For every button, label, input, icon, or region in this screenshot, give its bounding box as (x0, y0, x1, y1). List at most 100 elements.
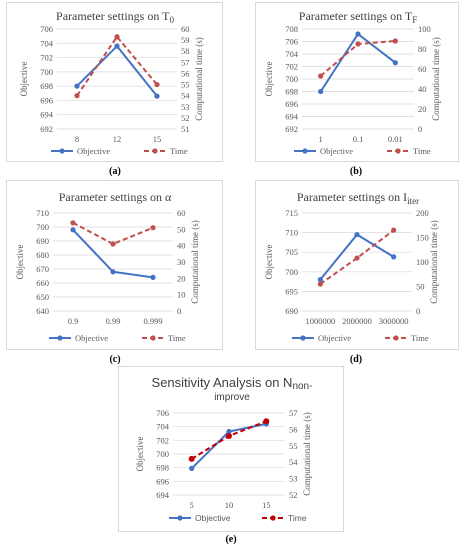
x-tick-label: 8 (75, 134, 79, 144)
chart-panel-d: Parameter settings on Iiter 690 695 700 705 7… (255, 180, 459, 350)
series-point-time (74, 93, 80, 99)
series-point-objective (354, 231, 360, 238)
x-tick-label: 1 (319, 134, 323, 144)
y-tick-label: 660 (36, 278, 49, 288)
y-tick-label: 694 (285, 112, 299, 122)
y2-tick-label: 0 (416, 306, 420, 316)
y2-tick-label: 100 (418, 24, 431, 34)
chart-title-subscript: improve (214, 392, 250, 403)
legend-marker-objective (302, 148, 308, 154)
y-tick-label: 692 (40, 124, 53, 134)
y2-tick-label: 53 (289, 474, 298, 484)
legend-marker-time (152, 148, 158, 154)
y-tick-label: 690 (36, 236, 49, 246)
y-tick-label: 695 (285, 286, 298, 296)
chart-svg-d: Parameter settings on Iiter 690 695 700 705 7… (264, 190, 439, 343)
y2-tick-label: 40 (418, 84, 427, 94)
y2-tick-label: 50 (416, 282, 425, 292)
x-tick-label: 15 (262, 500, 271, 510)
x-tick-label: 0.1 (353, 134, 364, 144)
y-tick-label: 650 (36, 292, 49, 302)
x-tick-label: 0.9 (68, 316, 79, 326)
series-point-time (154, 81, 160, 88)
y-tick-label: 680 (36, 250, 49, 260)
y2-tick-label: 50 (177, 224, 186, 234)
legend-label-time: Time (413, 146, 431, 156)
series-point-objective (226, 428, 232, 435)
y2-tick-label: 100 (416, 257, 429, 267)
legend-marker-time (150, 335, 156, 341)
chart-svg-e: Sensitivity Analysis on Nnon-improve 694 6… (135, 375, 313, 523)
y2-tick-label: 40 (177, 241, 186, 251)
y-tick-label: 704 (285, 49, 299, 59)
y2-tick-label: 53 (181, 102, 190, 112)
y-tick-label: 704 (40, 38, 54, 48)
x-tick-label: 15 (153, 134, 162, 144)
y-tick-label: 705 (285, 247, 298, 257)
y-tick-label: 696 (285, 99, 298, 109)
series-point-objective (355, 31, 361, 37)
y-tick-label: 640 (36, 306, 49, 316)
chart-panel-a: Parameter settings on T0 692 694 696 698 700 7… (6, 2, 223, 162)
y2-tick-label: 55 (181, 80, 190, 90)
series-point-objective (318, 88, 324, 95)
legend-marker-time (270, 515, 276, 521)
series-point-time (150, 225, 156, 231)
legend-label-objective: Objective (318, 333, 351, 343)
series-point-objective (391, 254, 397, 260)
y-tick-label: 696 (40, 95, 53, 105)
y-tick-label: 708 (285, 24, 298, 34)
x-tick-label: 0.99 (106, 316, 121, 326)
chart-title: Parameter settings on T0 (56, 9, 174, 25)
y2-tick-label: 60 (177, 208, 186, 218)
legend-marker-objective (177, 515, 183, 521)
chart-title: Parameter settings on α (59, 190, 172, 204)
x-tick-label: 10 (225, 500, 234, 510)
y-axis-label: Objective (15, 245, 25, 280)
series-point-objective (110, 269, 116, 275)
y2-tick-label: 80 (418, 44, 427, 54)
y-tick-label: 692 (285, 124, 298, 134)
chart-panel-c: Parameter settings on α 640 650 660 670 680 69… (6, 180, 223, 350)
series-point-time (114, 34, 120, 40)
x-tick-label: 1000000 (305, 316, 335, 326)
y-tick-label: 694 (156, 490, 170, 500)
caption-d: (d) (349, 354, 363, 365)
y-tick-label: 702 (285, 62, 298, 72)
y-tick-label: 690 (285, 306, 298, 316)
series-point-objective (154, 93, 160, 99)
y2-tick-label: 20 (418, 104, 427, 114)
y-tick-label: 700 (285, 74, 298, 84)
series-point-time (317, 281, 323, 287)
y2-axis-label: Computational time (s) (429, 220, 439, 304)
y2-tick-label: 56 (181, 68, 190, 78)
legend-marker-time (395, 148, 401, 154)
y-axis-label: Objective (135, 437, 145, 472)
series-point-objective (317, 277, 323, 283)
y2-tick-label: 60 (418, 64, 427, 74)
legend-marker-objective (59, 148, 65, 154)
chart-title: Parameter settings on TF (299, 9, 417, 25)
series-point-objective (70, 227, 76, 233)
y2-tick-label: 58 (181, 46, 190, 56)
series-point-objective (189, 465, 195, 471)
y2-tick-label: 0 (177, 306, 181, 316)
y-tick-label: 706 (285, 37, 298, 47)
y-tick-label: 698 (156, 463, 169, 473)
series-point-objective (74, 83, 80, 89)
y-tick-label: 698 (40, 81, 53, 91)
y-tick-label: 700 (285, 267, 298, 277)
series-line-time (72, 221, 154, 246)
chart-title: Sensitivity Analysis on Nnon- (152, 375, 313, 392)
series-point-objective (392, 60, 398, 66)
y2-axis-label: Computational time (s) (190, 220, 200, 304)
x-tick-label: 0.01 (388, 134, 403, 144)
series-point-time (110, 241, 116, 247)
y-tick-label: 700 (40, 67, 53, 77)
series-point-time (318, 73, 324, 79)
y-tick-label: 706 (40, 24, 53, 34)
series-point-time (263, 418, 270, 425)
x-tick-label: 5 (190, 500, 194, 510)
caption-b: (b) (349, 166, 363, 177)
y2-tick-label: 30 (177, 257, 186, 267)
